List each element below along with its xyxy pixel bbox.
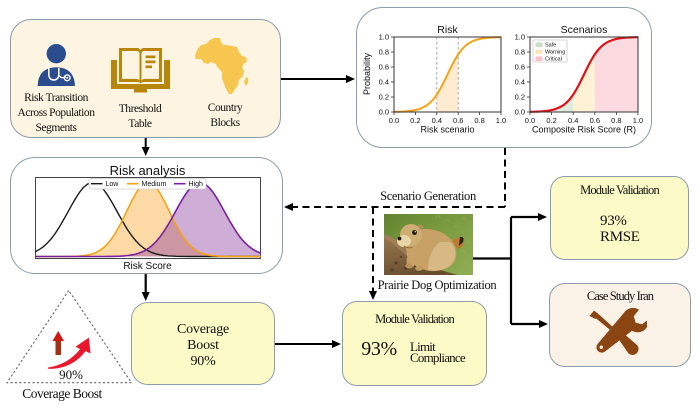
svg-text:0.2: 0.2: [379, 93, 389, 102]
svg-text:Risk scenario: Risk scenario: [420, 125, 474, 135]
svg-text:0.2: 0.2: [410, 116, 420, 125]
svg-text:0.4: 0.4: [379, 78, 389, 87]
svg-text:0.6: 0.6: [379, 63, 389, 72]
svg-text:0.0: 0.0: [389, 116, 399, 125]
svg-text:0.6: 0.6: [590, 116, 600, 125]
svg-text:0.8: 0.8: [474, 116, 484, 125]
svg-text:0.8: 0.8: [611, 116, 621, 125]
svg-text:Medium: Medium: [142, 181, 167, 188]
svg-text:1.0: 1.0: [496, 116, 506, 125]
svg-text:Scenarios: Scenarios: [561, 24, 608, 36]
svg-text:1.0: 1.0: [633, 116, 643, 125]
svg-text:Warning: Warning: [545, 50, 565, 56]
svg-text:0.4: 0.4: [568, 116, 578, 125]
svg-text:0.6: 0.6: [453, 116, 463, 125]
svg-text:Probability: Probability: [362, 52, 372, 95]
svg-text:0.0: 0.0: [515, 108, 525, 117]
svg-text:0.2: 0.2: [546, 116, 556, 125]
svg-text:0.8: 0.8: [515, 48, 525, 57]
svg-text:0.8: 0.8: [379, 48, 389, 57]
svg-text:1.0: 1.0: [515, 33, 525, 42]
svg-text:0.6: 0.6: [515, 63, 525, 72]
svg-text:Safe: Safe: [545, 43, 556, 49]
svg-text:0.4: 0.4: [432, 116, 442, 125]
svg-text:0.2: 0.2: [515, 93, 525, 102]
svg-text:Risk: Risk: [437, 24, 458, 36]
svg-text:1.0: 1.0: [379, 33, 389, 42]
svg-text:Composite Risk Score (R): Composite Risk Score (R): [532, 125, 636, 135]
svg-text:0.4: 0.4: [515, 78, 525, 87]
svg-text:Low: Low: [106, 181, 120, 188]
svg-text:High: High: [189, 181, 204, 188]
svg-text:0.0: 0.0: [379, 108, 389, 117]
svg-text:Critical: Critical: [545, 57, 562, 63]
svg-text:0.0: 0.0: [525, 116, 535, 125]
